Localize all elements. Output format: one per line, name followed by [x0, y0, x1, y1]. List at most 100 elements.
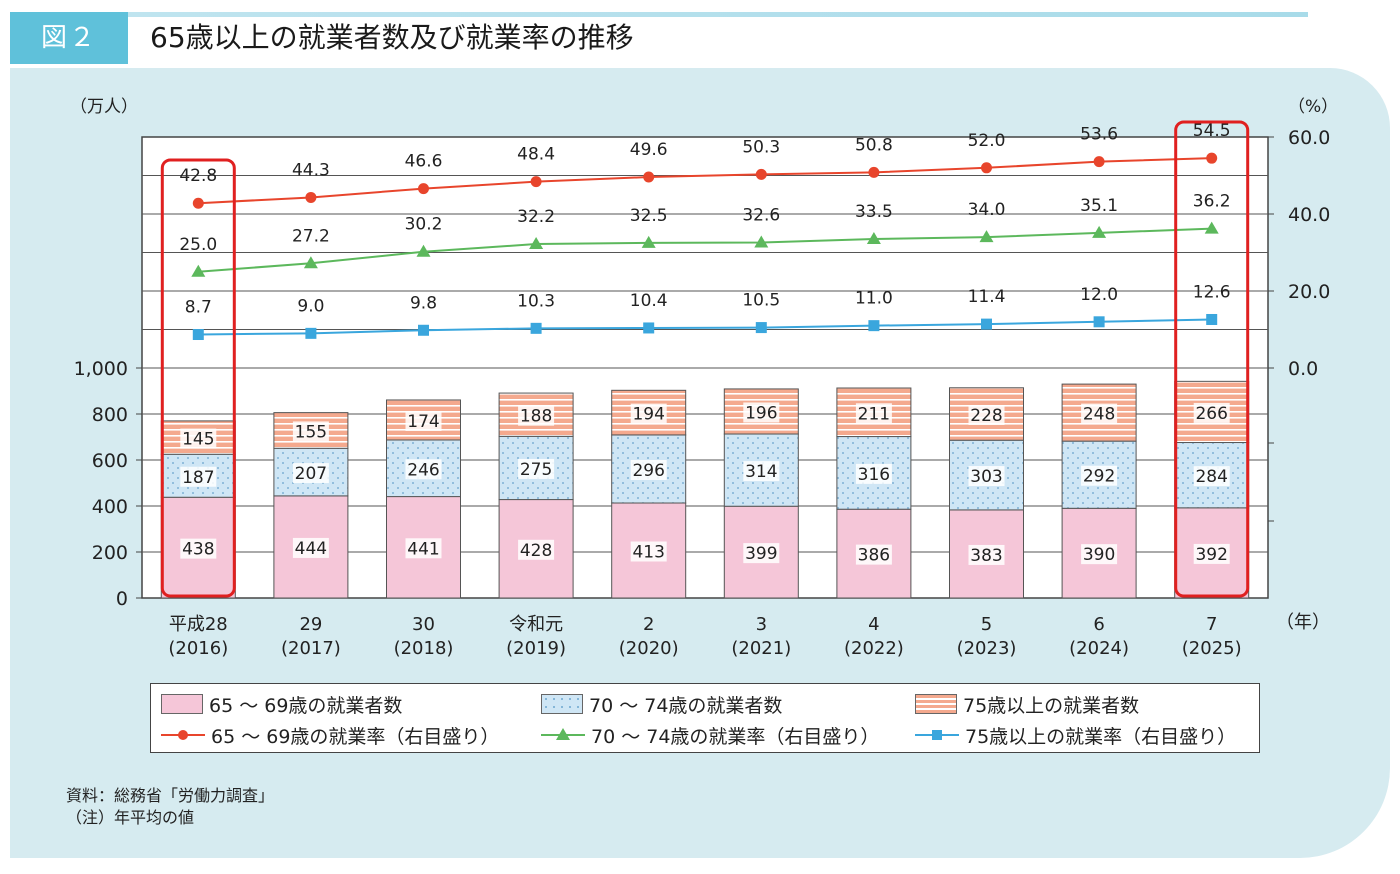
line-value-label: 9.0 — [297, 296, 324, 316]
line-value-label: 10.3 — [517, 291, 555, 311]
legend-line-circle — [161, 730, 205, 740]
data-point — [416, 244, 431, 257]
line-value-label: 32.2 — [517, 207, 555, 227]
x-tick-label: (2025) — [1182, 638, 1242, 659]
legend-item-70-74-rate: 70 ～ 74歳の就業率（右目盛り） — [541, 721, 879, 749]
note-line: （注）年平均の値 — [66, 808, 195, 827]
bar-value-label: 292 — [1083, 467, 1115, 487]
data-point — [866, 232, 881, 245]
bar-value-label: 296 — [632, 461, 664, 481]
lines: 42.8 44.3 46.6 48.4 49.6 50.3 50.8 52.0 53.6 54.5… — [179, 121, 1231, 341]
bar-value-label: 441 — [407, 539, 439, 559]
bar-value-label: 438 — [182, 540, 214, 560]
data-point — [1093, 156, 1105, 168]
line-value-label: 42.8 — [179, 166, 217, 186]
bar-value-label: 194 — [632, 405, 664, 425]
right-tick-label: 0.0 — [1288, 358, 1318, 380]
bar-label-bg — [743, 543, 780, 564]
bar-value-label: 188 — [520, 407, 552, 427]
x-tick-label: (2022) — [844, 638, 904, 659]
series-line — [198, 318, 1212, 336]
legend-label: 75歳以上の就業率（右目盛り） — [965, 725, 1237, 748]
bar-value-label: 266 — [1195, 404, 1227, 424]
x-tick-label: (2020) — [619, 638, 679, 659]
x-tick-label: 4 — [868, 614, 879, 635]
bar-value-label: 390 — [1083, 545, 1115, 565]
line-value-label: 35.1 — [1080, 196, 1118, 216]
bar-label-bg — [518, 405, 555, 426]
bar-label-bg — [1193, 466, 1230, 487]
x-tick-label: 3 — [756, 614, 767, 635]
line-value-label: 10.5 — [742, 291, 780, 311]
x-tick-label: (2024) — [1069, 638, 1129, 659]
bar-value-label: 284 — [1195, 467, 1227, 487]
bars: 438 187 145 444 207 155 441 246 174 428 275 188 413 2… — [160, 380, 1250, 599]
line-value-label: 11.4 — [968, 287, 1006, 307]
legend-item-70-74-count: 70 ～ 74歳の就業者数 — [541, 690, 782, 718]
bar-value-label: 187 — [182, 468, 214, 488]
bar-value-label: 211 — [858, 404, 890, 424]
data-point — [305, 191, 317, 203]
series-line — [198, 227, 1212, 273]
x-tick-label: (2018) — [394, 638, 454, 659]
data-point — [192, 197, 204, 209]
data-point — [981, 162, 992, 174]
bar-label-bg — [630, 459, 667, 480]
source-line: 資料：総務省「労働力調査」 — [66, 786, 275, 805]
bar-value-label: 444 — [295, 539, 327, 559]
bar-label-bg — [743, 461, 780, 482]
bar-value-label: 174 — [407, 412, 439, 432]
line-value-label: 12.6 — [1193, 282, 1231, 302]
data-point — [303, 256, 318, 269]
data-point — [418, 324, 429, 336]
x-tick-label: 30 — [412, 614, 435, 635]
line-value-label: 30.2 — [405, 215, 443, 235]
figure-tag: 図２ — [10, 12, 128, 64]
line-value-label: 48.4 — [517, 145, 555, 165]
left-tick-label: 800 — [92, 404, 128, 426]
bar-label-bg — [968, 405, 1005, 425]
x-tick-label: 29 — [299, 614, 322, 635]
bar-label-bg — [1193, 402, 1230, 423]
legend-item-65-69-count: 65 ～ 69歳の就業者数 — [161, 690, 402, 718]
legend-swatch — [161, 694, 203, 714]
line-value-label: 52.0 — [968, 131, 1006, 151]
bar-label-bg — [292, 463, 329, 484]
data-point — [643, 171, 655, 183]
data-point — [641, 235, 656, 248]
data-point — [755, 322, 767, 334]
legend-label: 70 ～ 74歳の就業率（右目盛り） — [591, 725, 880, 748]
data-point — [1092, 225, 1107, 238]
x-tick-label: 7 — [1206, 614, 1217, 635]
line-value-label: 50.8 — [855, 135, 893, 155]
data-point — [1206, 152, 1218, 164]
legend-swatch — [915, 694, 957, 714]
bar-value-label: 314 — [745, 462, 777, 482]
highlight-box — [1174, 120, 1250, 598]
bar-value-label: 246 — [407, 460, 439, 480]
data-point — [755, 168, 767, 180]
bar-label-bg — [405, 538, 442, 559]
data-point — [1204, 221, 1219, 234]
bar-label-bg — [518, 539, 555, 560]
right-tick-label: 40.0 — [1288, 204, 1330, 226]
line-value-label: 32.6 — [742, 205, 780, 225]
bar-value-label: 155 — [295, 422, 327, 442]
data-point — [305, 327, 317, 339]
bar-value-label: 316 — [858, 465, 890, 485]
data-point — [981, 318, 992, 330]
bar-segment — [386, 496, 461, 599]
data-point — [530, 176, 542, 188]
x-tick-label: (2019) — [506, 638, 566, 659]
bar-label-bg — [180, 428, 217, 449]
left-tick-label: 600 — [92, 450, 128, 472]
bar-label-bg — [405, 459, 442, 480]
bar-label-bg — [1081, 544, 1118, 565]
line-value-label: 12.0 — [1080, 285, 1118, 305]
data-point — [191, 264, 206, 277]
figure-header: 図２ 65歳以上の就業者数及び就業率の推移 — [0, 0, 1400, 70]
bar-value-label: 386 — [858, 546, 890, 566]
legend-line-triangle — [541, 728, 585, 740]
bar-label-bg — [518, 458, 555, 479]
highlight-box — [160, 158, 236, 598]
